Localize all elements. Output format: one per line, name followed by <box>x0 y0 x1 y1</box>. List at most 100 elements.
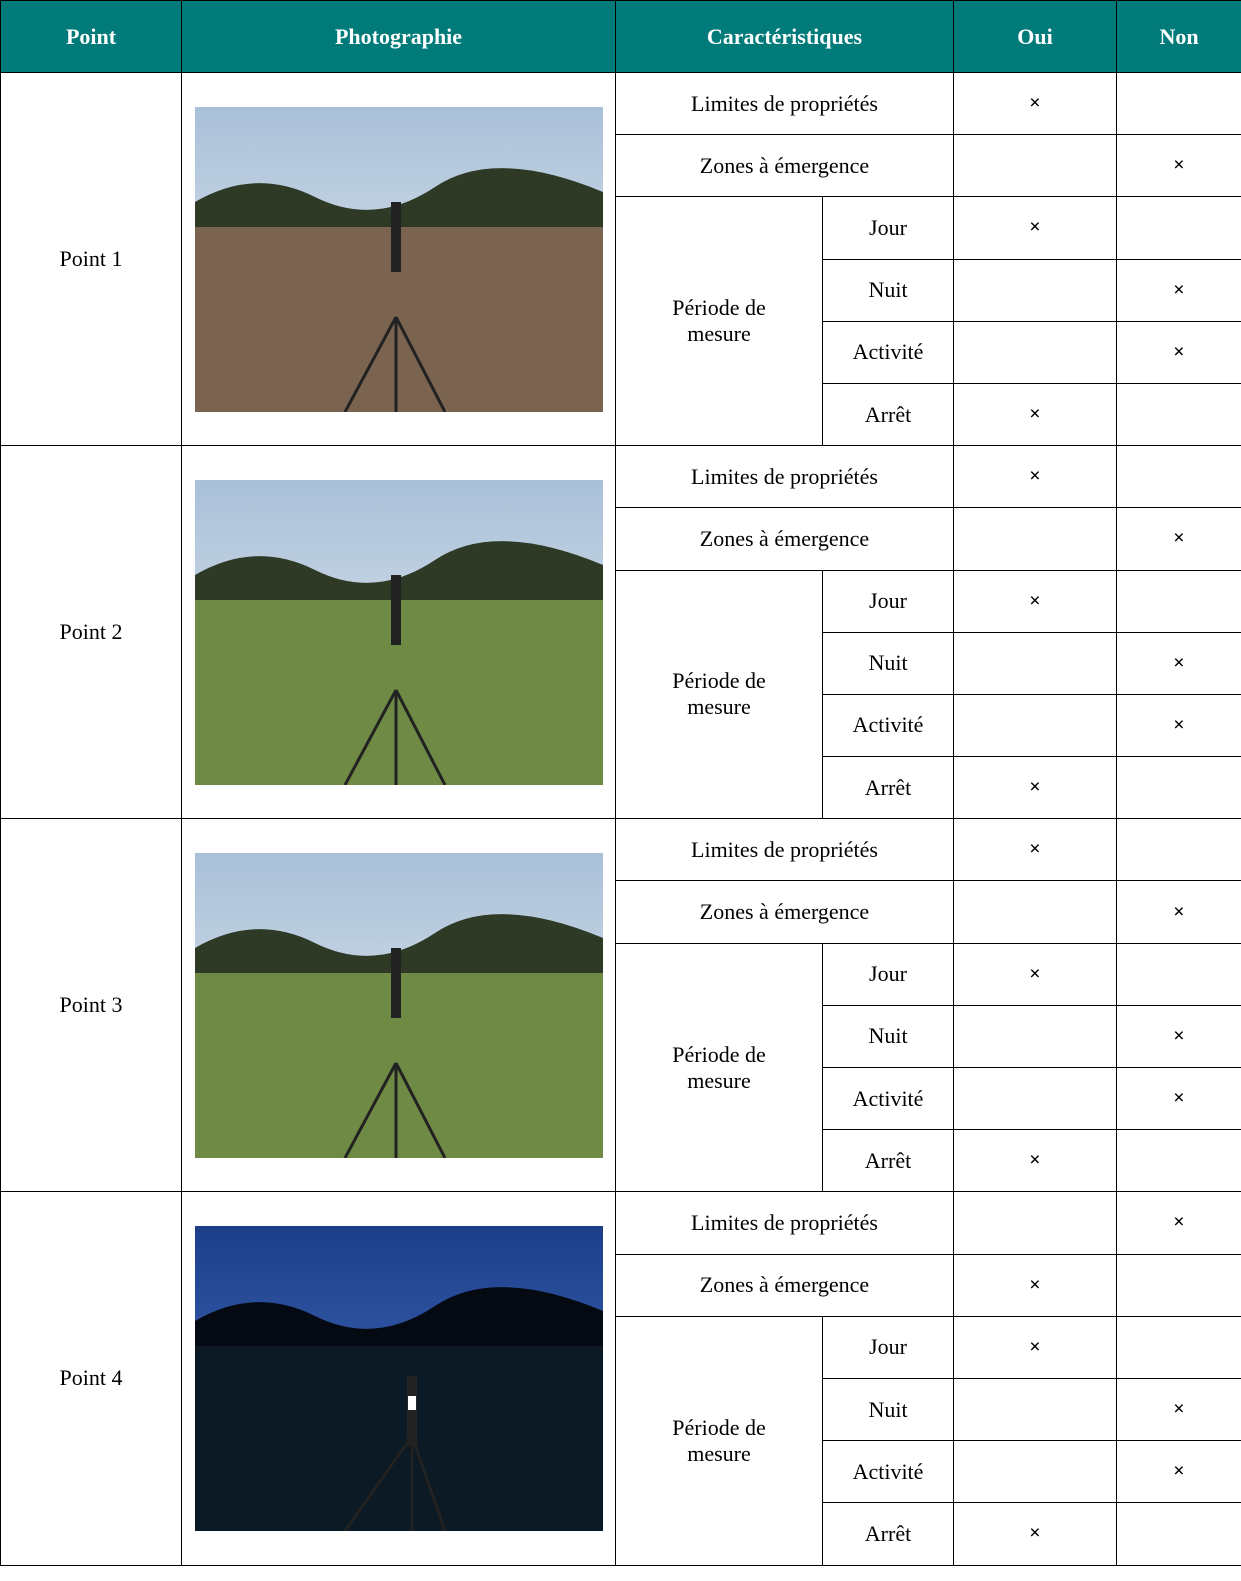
mark-cell: × <box>1116 631 1241 695</box>
row: Zones à émergence × <box>1 134 1241 198</box>
characteristic: Zones à émergence <box>615 880 954 944</box>
mark-cell <box>953 693 1117 758</box>
mark-cell <box>953 631 1117 695</box>
header-cell: Caractéristiques <box>615 0 954 73</box>
mark-cell: × <box>1116 1004 1241 1069</box>
mark-cell <box>1116 942 1241 1006</box>
row: Nuit × <box>1 258 1241 322</box>
period-item: Jour <box>822 569 954 633</box>
period-cell: Période de mesure <box>615 1315 823 1566</box>
period-item: Nuit <box>822 631 954 695</box>
mark-cell <box>953 1066 1117 1131</box>
mark-cell: × <box>953 818 1117 882</box>
period-item: Activité <box>822 693 954 758</box>
period-cell: Période de mesure <box>615 942 823 1193</box>
mark-cell <box>953 1440 1117 1504</box>
row: Arrêt × <box>1 756 1241 820</box>
mark-cell <box>1116 756 1241 820</box>
point-cell: Point 3 <box>0 818 182 1193</box>
mark-cell <box>1116 1129 1241 1193</box>
mark-cell: × <box>953 1253 1117 1317</box>
row: Activité × <box>1 1066 1241 1131</box>
header-row: Point Photographie Caractéristiques Oui … <box>0 0 1241 73</box>
row: Arrêt × <box>1 1502 1241 1566</box>
period-item: Activité <box>822 320 954 384</box>
characteristic: Limites de propriétés <box>615 1191 954 1255</box>
mark-cell: × <box>1116 880 1241 944</box>
mark-cell <box>1116 1502 1241 1566</box>
point-cell: Point 2 <box>0 445 182 820</box>
period-item: Activité <box>822 1440 954 1504</box>
row: Point 4 Limites de propriétés × <box>0 1191 1241 1566</box>
row: Point 2 Limites de propriétés × <box>0 445 1241 820</box>
point-cell: Point 4 <box>0 1191 182 1566</box>
mark-cell <box>953 1004 1117 1069</box>
point-cell: Point 1 <box>0 71 182 447</box>
mark-cell <box>1116 196 1241 260</box>
mark-cell: × <box>1116 1440 1241 1504</box>
mark-cell: × <box>1116 693 1241 758</box>
mark-cell <box>1116 1315 1241 1379</box>
row: Point 1 Limites de propriétés × <box>0 71 1241 447</box>
mark-cell: × <box>953 942 1117 1006</box>
period-item: Jour <box>822 1315 954 1379</box>
characteristic: Limites de propriétés <box>615 818 954 882</box>
characteristic: Zones à émergence <box>615 1253 954 1317</box>
period-item: Nuit <box>822 1377 954 1442</box>
row: Période de mesure Jour × <box>1 569 1241 820</box>
mark-cell: × <box>1116 1377 1241 1442</box>
period-item: Arrêt <box>822 756 954 820</box>
photo-cell <box>181 445 616 820</box>
mark-cell: × <box>1116 320 1241 384</box>
table-body: Point 1 Limites de propriétés × Zones à ém… <box>0 71 1241 1566</box>
period-item: Jour <box>822 196 954 260</box>
row: Activité × <box>1 1440 1241 1504</box>
mark-cell: × <box>953 445 1117 509</box>
mark-cell: × <box>953 1129 1117 1193</box>
photo-cell <box>181 1191 616 1566</box>
mark-cell: × <box>1116 1066 1241 1131</box>
photo <box>194 106 603 412</box>
row: Zones à émergence × <box>1 880 1241 944</box>
row: Période de mesure Jour × <box>1 1315 1241 1566</box>
mark-cell: × <box>953 382 1117 447</box>
period-item: Arrêt <box>822 382 954 447</box>
row: Période de mesure Jour × <box>1 942 1241 1193</box>
row: Zones à émergence × <box>1 507 1241 571</box>
mark-cell <box>1116 445 1241 509</box>
characteristic: Zones à émergence <box>615 134 954 198</box>
period-item: Arrêt <box>822 1502 954 1566</box>
row: Arrêt × <box>1 382 1241 447</box>
mark-cell: × <box>1116 134 1241 198</box>
mark-cell: × <box>953 71 1117 136</box>
characteristic: Limites de propriétés <box>615 71 954 136</box>
header-cell: Oui <box>953 0 1117 73</box>
mark-cell <box>1116 818 1241 882</box>
mark-cell <box>953 258 1117 322</box>
mark-cell <box>1116 382 1241 447</box>
mark-cell <box>953 1377 1117 1442</box>
photo-cell <box>181 818 616 1193</box>
photo-cell <box>181 71 616 447</box>
mark-cell: × <box>953 196 1117 260</box>
mark-cell: × <box>1116 507 1241 571</box>
characteristic: Limites de propriétés <box>615 445 954 509</box>
mark-cell <box>1116 1253 1241 1317</box>
mark-cell <box>953 1191 1117 1255</box>
period-item: Jour <box>822 942 954 1006</box>
mark-cell <box>953 880 1117 944</box>
mark-cell: × <box>1116 258 1241 322</box>
mark-cell <box>953 320 1117 384</box>
period-item: Nuit <box>822 258 954 322</box>
period-cell: Période de mesure <box>615 196 823 447</box>
mark-cell: × <box>953 1315 1117 1379</box>
header-cell: Point <box>0 0 182 73</box>
mark-cell <box>953 134 1117 198</box>
mark-cell: × <box>953 569 1117 633</box>
characteristic: Zones à émergence <box>615 507 954 571</box>
row: Arrêt × <box>1 1129 1241 1193</box>
mark-cell <box>1116 569 1241 633</box>
photo <box>194 852 603 1158</box>
photo <box>194 479 603 785</box>
